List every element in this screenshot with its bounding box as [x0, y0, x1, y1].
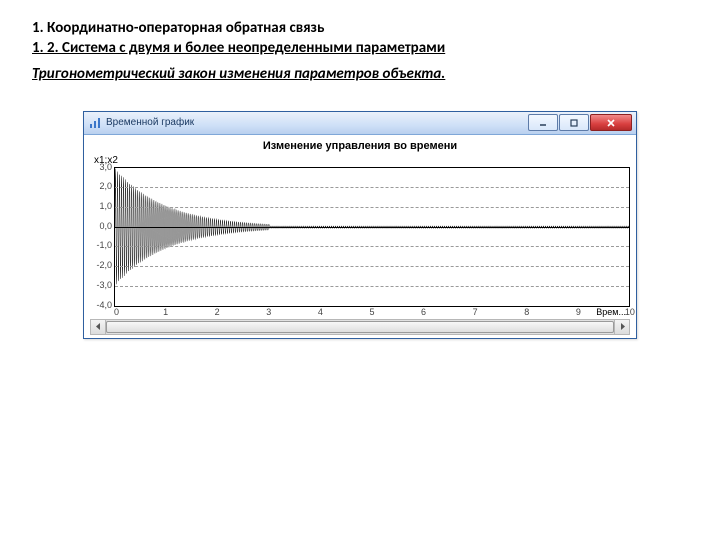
plot-area: 3,02,01,00,0-1,0-2,0-3,0-4,0	[90, 167, 630, 307]
y-tick-label: -4,0	[96, 300, 112, 310]
minimize-button[interactable]	[528, 114, 558, 131]
heading-line-2: 1. 2. Система с двумя и более неопределе…	[32, 38, 688, 58]
series-label: x1;x2	[94, 155, 630, 166]
y-tick-label: -1,0	[96, 240, 112, 250]
x-axis-label: Врем...	[90, 307, 626, 317]
plot-canvas	[114, 167, 630, 307]
y-axis: 3,02,01,00,0-1,0-2,0-3,0-4,0	[90, 167, 114, 305]
chart-client-area: Изменение управления во времени x1;x2 3,…	[84, 135, 636, 338]
heading-line-1: 1. Координатно-операторная обратная связ…	[32, 18, 688, 38]
maximize-button[interactable]	[559, 114, 589, 131]
y-tick-label: 0,0	[99, 221, 112, 231]
y-tick-label: 3,0	[99, 162, 112, 172]
y-tick-label: -3,0	[96, 280, 112, 290]
chart-window: Временной график Изменение управления во…	[83, 111, 637, 339]
scrollbar-track[interactable]	[106, 320, 614, 334]
y-tick-label: -2,0	[96, 260, 112, 270]
subtitle: Тригонометрический закон изменения парам…	[32, 65, 688, 83]
close-button[interactable]	[590, 114, 632, 131]
window-buttons	[527, 114, 632, 131]
horizontal-scrollbar[interactable]	[90, 319, 630, 335]
chart-app-icon	[88, 116, 102, 130]
scroll-left-button[interactable]	[91, 320, 106, 334]
chart-title: Изменение управления во времени	[90, 140, 630, 152]
window-titlebar: Временной график	[84, 112, 636, 135]
y-tick-label: 2,0	[99, 181, 112, 191]
scroll-right-button[interactable]	[614, 320, 629, 334]
scrollbar-thumb[interactable]	[106, 321, 614, 333]
window-title: Временной график	[106, 117, 527, 128]
y-tick-label: 1,0	[99, 201, 112, 211]
